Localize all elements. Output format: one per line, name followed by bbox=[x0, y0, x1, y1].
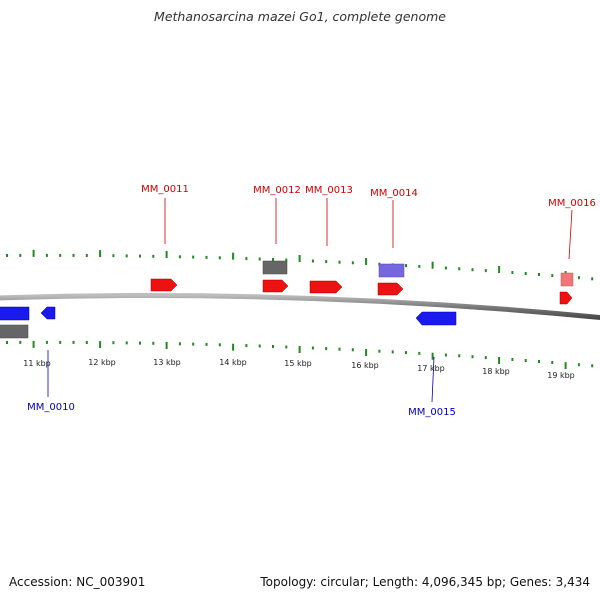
kbp-label: 13 kbp bbox=[153, 358, 181, 367]
gene-label-mm0012[interactable]: MM_0012 bbox=[253, 185, 301, 196]
reverse-genes bbox=[0, 306, 457, 326]
genome-title: Methanosarcina mazei Go1, complete genom… bbox=[154, 9, 446, 24]
kbp-label: 18 kbp bbox=[482, 367, 510, 376]
gene-mm0010[interactable] bbox=[40, 306, 56, 320]
leader-mm0016 bbox=[568, 209, 573, 260]
kbp-label: 17 kbp bbox=[417, 364, 445, 373]
other-features bbox=[0, 260, 574, 339]
gene-mm0010-part1[interactable] bbox=[0, 306, 30, 321]
kbp-label: 16 kbp bbox=[351, 361, 379, 370]
accession-text: Accession: NC_003901 bbox=[9, 575, 146, 589]
gene-label-mm0011[interactable]: MM_0011 bbox=[141, 184, 189, 195]
gene-mm0015[interactable] bbox=[415, 311, 457, 326]
kbp-scale: 11 kbp 12 kbp 13 kbp 14 kbp 15 kbp 16 kb… bbox=[23, 358, 575, 380]
gene-label-mm0010[interactable]: MM_0010 bbox=[27, 402, 75, 413]
feature-gray-lower[interactable] bbox=[0, 324, 29, 339]
kbp-label: 11 kbp bbox=[23, 359, 51, 368]
tick-track-lower bbox=[6, 340, 594, 370]
gene-label-mm0014[interactable]: MM_0014 bbox=[370, 188, 418, 199]
gene-mm0016[interactable] bbox=[559, 291, 573, 305]
gene-mm0013[interactable] bbox=[309, 280, 343, 294]
gene-mm0012[interactable] bbox=[262, 279, 289, 293]
gene-label-mm0013[interactable]: MM_0013 bbox=[305, 185, 353, 196]
tick-track-upper bbox=[6, 249, 594, 281]
kbp-label: 14 kbp bbox=[219, 358, 247, 367]
kbp-label: 15 kbp bbox=[284, 359, 312, 368]
genome-backbone bbox=[0, 293, 600, 321]
leader-mm0015 bbox=[431, 356, 435, 403]
feature-purple[interactable] bbox=[378, 263, 405, 278]
label-leaders bbox=[47, 198, 573, 403]
forward-genes bbox=[150, 278, 573, 305]
gene-label-mm0016[interactable]: MM_0016 bbox=[548, 198, 596, 209]
kbp-label: 12 kbp bbox=[88, 358, 116, 367]
gene-mm0011[interactable] bbox=[150, 278, 178, 292]
gene-mm0014[interactable] bbox=[377, 282, 404, 296]
feature-pink[interactable] bbox=[560, 272, 574, 287]
kbp-label: 19 kbp bbox=[547, 371, 575, 380]
feature-gray-upper[interactable] bbox=[262, 260, 288, 275]
gene-labels: MM_0010 MM_0011 MM_0012 MM_0013 MM_0014 … bbox=[27, 184, 596, 418]
genome-summary-text: Topology: circular; Length: 4,096,345 bp… bbox=[260, 575, 590, 589]
gene-label-mm0015[interactable]: MM_0015 bbox=[408, 407, 456, 418]
